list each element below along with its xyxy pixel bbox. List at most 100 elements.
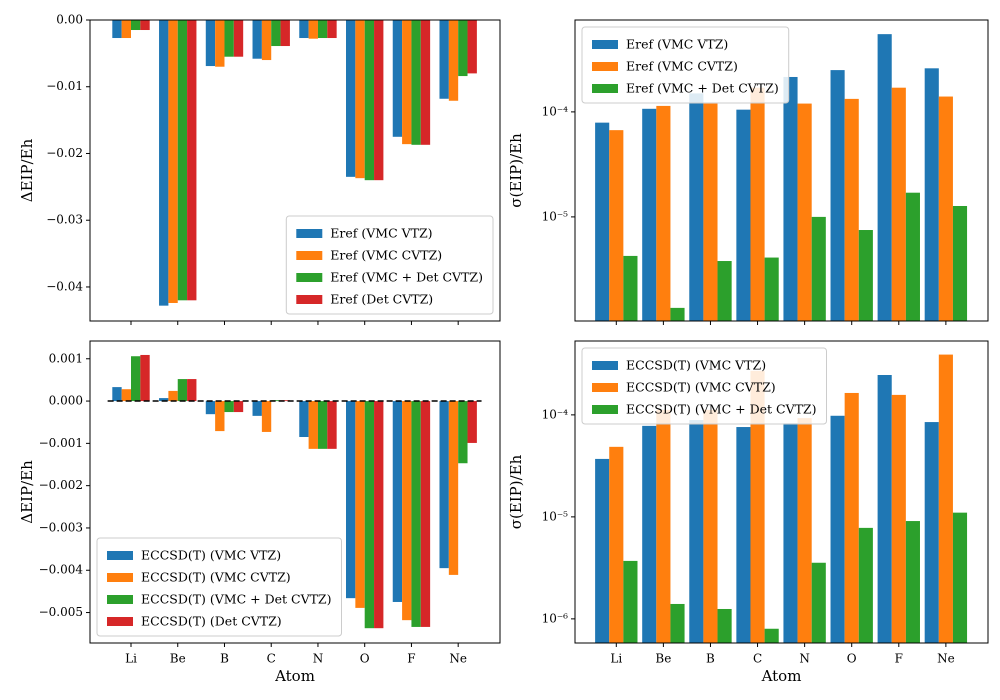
bar — [952, 512, 968, 643]
legend-swatch — [296, 273, 323, 282]
legend-swatch — [592, 361, 618, 370]
legend-label: ECCSD(T) (VMC VTZ) — [626, 358, 766, 373]
bar — [811, 562, 826, 643]
legend-swatch — [296, 251, 323, 260]
x-tick-label: Ne — [937, 652, 955, 666]
bar — [595, 122, 610, 322]
legend-label: Eref (VMC CVTZ) — [626, 59, 738, 74]
legend-label: ECCSD(T) (VMC CVTZ) — [141, 570, 291, 585]
bar — [783, 423, 798, 643]
bar — [458, 20, 468, 77]
y-tick-label: 10⁻⁴ — [542, 407, 569, 421]
bar — [271, 20, 281, 47]
bar — [224, 20, 234, 57]
x-axis-label: Atom — [274, 667, 315, 685]
bar — [308, 20, 318, 39]
legend-swatch — [592, 84, 618, 93]
y-axis-label: σ(EIP)/Eh — [507, 454, 525, 529]
x-tick-label: Li — [610, 652, 622, 666]
bar — [717, 608, 732, 643]
x-tick-label: Ne — [449, 652, 467, 666]
y-axis-label: ΔEIP/Eh — [18, 460, 36, 524]
bar — [439, 401, 449, 569]
bar — [168, 20, 178, 303]
bar — [467, 20, 477, 74]
legend-frame — [96, 537, 342, 637]
bar — [252, 20, 262, 59]
bar — [938, 96, 953, 321]
bar — [717, 261, 732, 321]
legend-swatch — [592, 40, 618, 49]
bar — [299, 20, 309, 39]
bar — [112, 387, 122, 402]
legend-swatch — [296, 229, 323, 238]
bar — [783, 76, 798, 321]
y-axis-label: σ(EIP)/Eh — [507, 133, 525, 208]
legend: ECCSD(T) (VMC VTZ) ECCSD(T) (VMC CVTZ) ECC… — [96, 537, 342, 637]
bar — [797, 103, 812, 321]
legend-label: Eref (Det CVTZ) — [330, 292, 433, 307]
x-tick-label: Be — [170, 652, 186, 666]
legend-label: Eref (VMC VTZ) — [330, 226, 432, 241]
bar — [159, 398, 169, 402]
legend: Eref (VMC VTZ) Eref (VMC CVTZ) Eref (VMC +… — [285, 215, 494, 315]
bar — [642, 425, 657, 643]
bar — [364, 401, 375, 629]
legend-label: ECCSD(T) (VMC + Det CVTZ) — [626, 402, 817, 417]
bar — [830, 415, 845, 643]
bar — [623, 255, 638, 321]
bar — [392, 401, 403, 602]
axes-frame — [89, 340, 501, 644]
legend-frame — [581, 26, 790, 104]
bar — [467, 401, 477, 443]
bar — [830, 70, 845, 322]
x-tick-label: C — [267, 652, 276, 666]
bar — [924, 68, 939, 321]
x-tick-label: B — [220, 652, 229, 666]
legend: Eref (VMC VTZ) Eref (VMC CVTZ) Eref (VMC +… — [581, 26, 790, 104]
legend-swatch — [296, 295, 323, 304]
bar — [187, 379, 197, 402]
bar — [317, 401, 328, 449]
y-tick-label: 10⁻⁵ — [542, 209, 569, 223]
y-tick-label: −0.002 — [39, 478, 83, 492]
bar — [205, 401, 216, 415]
bar — [736, 109, 751, 321]
bar — [233, 20, 244, 57]
bar — [346, 20, 356, 177]
bar — [355, 401, 365, 608]
bar — [299, 401, 309, 438]
y-tick-label: −0.04 — [46, 279, 83, 293]
bar — [205, 20, 216, 67]
bar — [670, 307, 685, 321]
legend-label: Eref (VMC VTZ) — [626, 37, 728, 52]
bar — [689, 420, 704, 643]
bar — [905, 521, 920, 643]
bar — [877, 375, 892, 643]
bar — [327, 20, 337, 39]
bar — [924, 422, 939, 643]
x-tick-label: C — [753, 652, 762, 666]
x-tick-label: Li — [125, 652, 137, 666]
panel: 0.001 0.000 −0.001 −0.002 −0.003 −0.004 −0.005… — [18, 340, 501, 685]
bar — [215, 401, 225, 432]
bar — [402, 401, 412, 621]
bar — [411, 401, 421, 627]
axes-frame — [89, 19, 501, 322]
bar — [858, 527, 873, 643]
bar — [131, 356, 141, 402]
legend-label: Eref (VMC + Det CVTZ) — [626, 81, 779, 96]
x-tick-label: O — [847, 652, 857, 666]
x-tick-label: N — [313, 652, 324, 666]
bar — [159, 20, 169, 306]
bar — [642, 108, 657, 321]
y-tick-label: 10⁻⁴ — [542, 104, 569, 118]
bar — [402, 20, 412, 145]
legend-label: ECCSD(T) (VMC VTZ) — [141, 548, 281, 563]
bar — [215, 20, 225, 67]
bar — [623, 560, 638, 643]
bar — [595, 458, 610, 643]
x-tick-label: Be — [655, 652, 671, 666]
